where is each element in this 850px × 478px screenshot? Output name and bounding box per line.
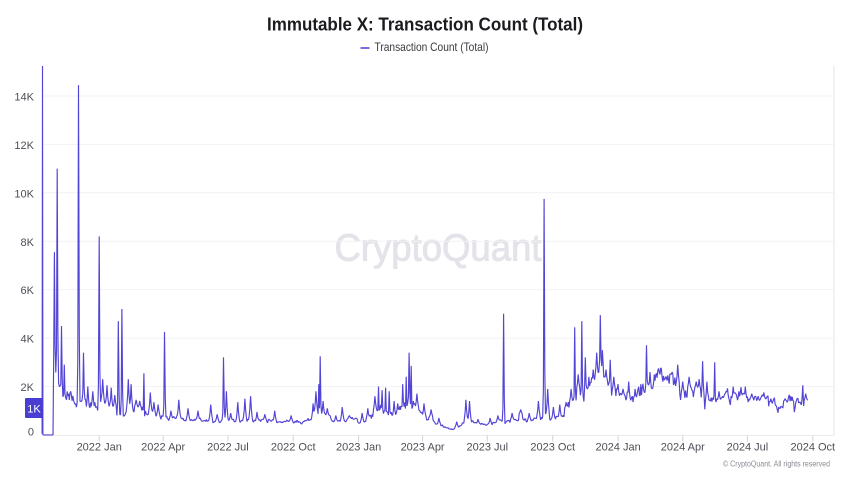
svg-text:2024 Jan: 2024 Jan [595,442,640,454]
svg-text:2022 Oct: 2022 Oct [271,442,316,454]
svg-text:2023 Jan: 2023 Jan [336,442,381,454]
svg-text:14K: 14K [14,92,34,104]
svg-text:2024 Jul: 2024 Jul [727,442,769,454]
svg-text:2022 Jul: 2022 Jul [207,442,249,454]
svg-text:2022 Jan: 2022 Jan [77,442,122,454]
svg-text:2024 Apr: 2024 Apr [661,442,705,454]
svg-text:Immutable X: Transaction Count: Immutable X: Transaction Count (Total) [267,14,583,35]
svg-text:2022 Apr: 2022 Apr [141,442,185,454]
svg-text:2023 Apr: 2023 Apr [401,442,445,454]
svg-text:2024 Oct: 2024 Oct [790,442,835,454]
svg-text:12K: 12K [14,140,34,152]
svg-text:1K: 1K [27,404,41,416]
svg-text:2023 Oct: 2023 Oct [530,442,575,454]
svg-text:2K: 2K [21,382,35,394]
svg-text:2023 Jul: 2023 Jul [467,442,509,454]
svg-text:0: 0 [28,427,34,439]
svg-text:10K: 10K [14,188,34,200]
svg-text:© CryptoQuant. All rights rese: © CryptoQuant. All rights reserved [723,459,830,469]
svg-text:8K: 8K [21,237,35,249]
svg-text:Transaction Count (Total): Transaction Count (Total) [375,40,489,54]
svg-text:4K: 4K [21,334,35,346]
svg-text:CryptoQuant: CryptoQuant [335,228,542,270]
svg-text:6K: 6K [21,285,35,297]
